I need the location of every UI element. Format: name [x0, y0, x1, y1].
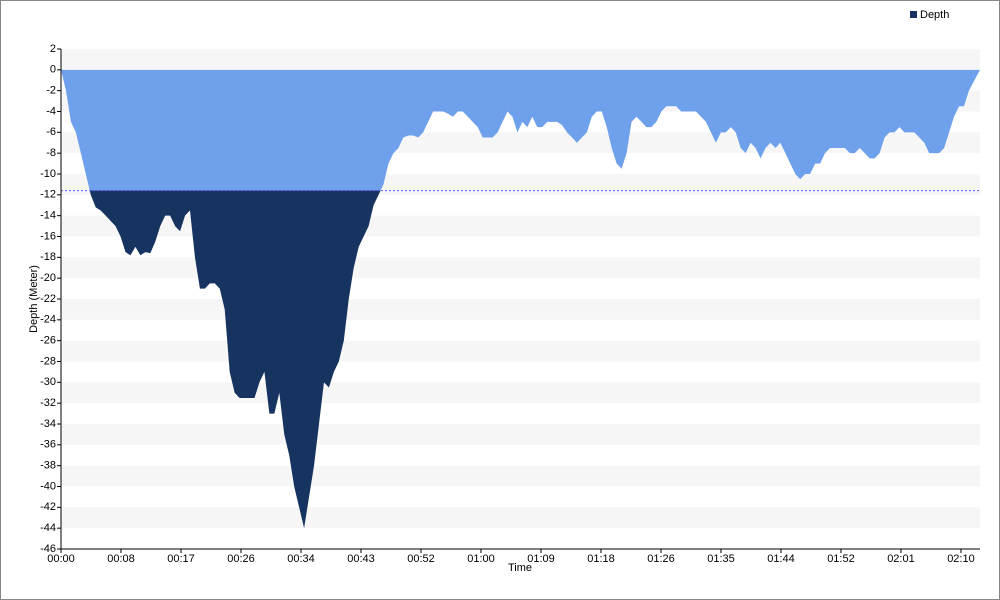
y-tick-label: 2: [50, 43, 56, 55]
x-tick-label: 01:52: [827, 553, 855, 565]
y-tick-label: -24: [40, 314, 56, 326]
y-tick-label: -16: [40, 230, 56, 242]
y-tick-label: -20: [40, 272, 56, 284]
band: [61, 444, 980, 466]
y-tick-label: -6: [46, 126, 56, 138]
band: [61, 424, 980, 445]
x-tick-label: 00:00: [47, 553, 75, 565]
y-axis-label: Depth (Meter): [28, 265, 40, 333]
band: [61, 299, 980, 320]
y-tick-label: -2: [46, 85, 56, 97]
y-tick-label: -26: [40, 335, 56, 347]
band: [61, 507, 980, 529]
y-tick-label: -22: [40, 293, 56, 305]
band: [61, 319, 980, 341]
x-tick-label: 00:08: [107, 553, 135, 565]
y-tick-label: -28: [40, 355, 56, 367]
y-tick-label: -12: [40, 189, 56, 201]
x-tick-label: 00:26: [227, 553, 255, 565]
x-tick-label: 00:43: [347, 553, 375, 565]
x-tick-label: 01:44: [767, 553, 795, 565]
plot: [61, 69, 980, 529]
y-tick-label: -38: [40, 460, 56, 472]
y-tick-label: -40: [40, 480, 56, 492]
x-tick-label: 00:34: [287, 553, 315, 565]
depth-area: [61, 69, 980, 529]
band: [61, 528, 980, 549]
band: [61, 340, 980, 362]
x-tick-label: 01:18: [587, 553, 615, 565]
x-tick-label: 02:01: [887, 553, 915, 565]
x-tick-label: 00:17: [167, 553, 195, 565]
y-tick-label: -44: [40, 522, 56, 534]
y-tick-label: 0: [50, 64, 56, 76]
y-tick-label: -14: [40, 210, 56, 222]
y-tick-label: -32: [40, 397, 56, 409]
band: [61, 403, 980, 424]
band: [61, 49, 980, 70]
x-tick-label: 01:35: [707, 553, 735, 565]
band: [61, 382, 980, 404]
x-tick-label: 01:00: [467, 553, 495, 565]
x-tick-label: 01:09: [527, 553, 555, 565]
band: [61, 361, 980, 383]
y-tick-label: -10: [40, 168, 56, 180]
y-tick-label: -4: [46, 105, 56, 117]
band: [61, 486, 980, 508]
y-tick-label: -30: [40, 376, 56, 388]
x-tick-label: 00:52: [407, 553, 435, 565]
y-tick-label: -18: [40, 251, 56, 263]
axes: Depth 2 0 -2 -4 -6 -8 -10 -12 -14 -16 -18 -20 -22 -24 -…: [40, 9, 980, 565]
legend-swatch: [910, 11, 917, 18]
y-tick-label: -8: [46, 147, 56, 159]
y-tick-label: -46: [40, 543, 56, 555]
y-tick-label: -34: [40, 418, 56, 430]
y-tick-label: -36: [40, 439, 56, 451]
band: [61, 465, 980, 487]
y-tick-label: -42: [40, 501, 56, 513]
legend-label: Depth: [920, 9, 949, 21]
x-axis-label: Time: [508, 562, 532, 574]
x-tick-label: 02:10: [947, 553, 975, 565]
x-tick-label: 01:26: [647, 553, 675, 565]
